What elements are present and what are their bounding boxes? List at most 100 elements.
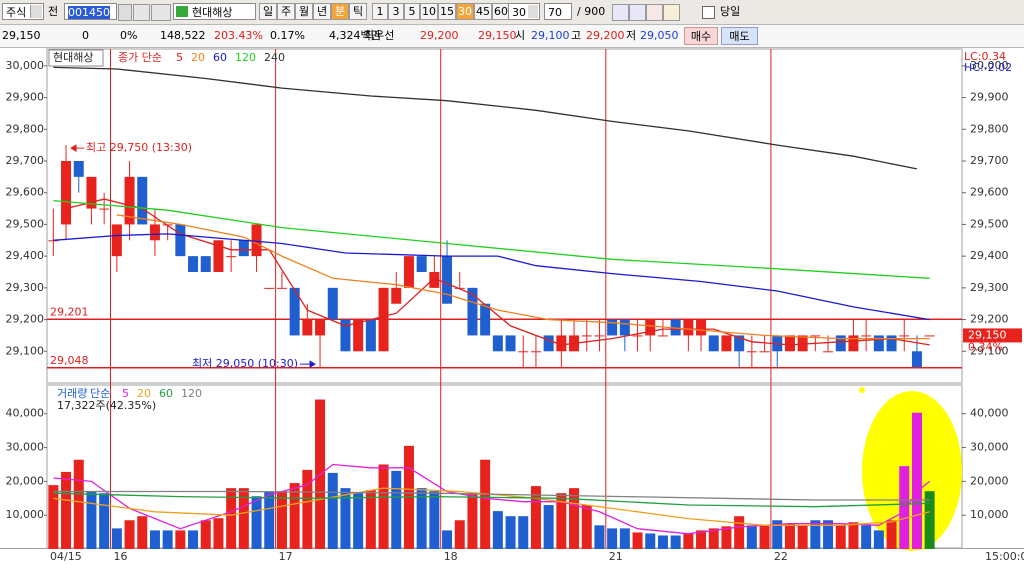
volume-bar bbox=[721, 526, 732, 549]
candle-body bbox=[848, 335, 859, 352]
y-tick-label: 29,700 bbox=[6, 154, 45, 167]
candle-body bbox=[607, 319, 618, 336]
candle-body bbox=[251, 224, 262, 257]
candle-body bbox=[480, 303, 491, 336]
dropdown-arrow bbox=[30, 5, 42, 18]
y-tick-label: 40,000 bbox=[6, 407, 45, 420]
y-tick-label: 29,400 bbox=[6, 249, 45, 262]
moving-average bbox=[53, 66, 918, 170]
candle-body bbox=[861, 335, 872, 337]
volume-bar bbox=[848, 522, 859, 549]
volume-bar bbox=[61, 471, 72, 549]
scope[interactable]: 전 bbox=[48, 5, 59, 18]
name-field: 현대해상 bbox=[173, 3, 256, 20]
volume-bar bbox=[289, 483, 300, 549]
period-button[interactable]: 년 bbox=[313, 3, 331, 20]
volume-bar bbox=[442, 530, 453, 549]
period-button[interactable]: 월 bbox=[295, 3, 313, 20]
reference-label: 29,201 bbox=[50, 305, 89, 318]
volume-bar bbox=[429, 491, 440, 549]
interval-button[interactable]: 3 bbox=[388, 3, 404, 20]
candle-body bbox=[810, 335, 821, 337]
interval-button[interactable]: 15 bbox=[438, 3, 456, 20]
legend-entry: 20 bbox=[137, 387, 151, 400]
volume-bar bbox=[594, 525, 605, 549]
interval-button[interactable]: 1 bbox=[372, 3, 388, 20]
y-tick-label: 29,400 bbox=[970, 249, 1009, 262]
moving-average bbox=[53, 492, 930, 508]
volume-bar bbox=[251, 496, 262, 549]
interval-button[interactable]: 45 bbox=[474, 3, 492, 20]
candle-body bbox=[149, 224, 160, 241]
candle-body bbox=[594, 335, 605, 337]
candle-body bbox=[378, 287, 389, 352]
market-select[interactable]: 주식 bbox=[2, 3, 44, 20]
volume-bar bbox=[505, 516, 516, 549]
y-tick-label: 29,900 bbox=[6, 91, 45, 104]
candle-body bbox=[238, 240, 249, 257]
change: 0 bbox=[82, 29, 89, 42]
candle-body bbox=[327, 287, 338, 320]
low-label: 저 bbox=[626, 29, 637, 42]
tool-icon[interactable] bbox=[612, 4, 629, 21]
candle-body bbox=[632, 335, 643, 337]
buy-button[interactable]: 매수 bbox=[684, 27, 718, 45]
candle-body bbox=[264, 287, 275, 289]
interval-select[interactable]: 30 bbox=[508, 3, 540, 20]
turnover: 0.17% bbox=[270, 29, 305, 42]
sell-button[interactable]: 매도 bbox=[721, 27, 758, 45]
volume-bar bbox=[48, 485, 59, 549]
volume-bar bbox=[645, 533, 656, 549]
y-tick-label: 29,300 bbox=[970, 281, 1009, 294]
y-tick-label: 29,600 bbox=[6, 186, 45, 199]
count-input[interactable]: 70 bbox=[544, 3, 572, 20]
interval-button[interactable]: 5 bbox=[404, 3, 420, 20]
tool-icon[interactable] bbox=[629, 4, 646, 21]
y-tick-label: 29,700 bbox=[970, 154, 1009, 167]
open: 29,100 bbox=[531, 29, 570, 42]
period-button[interactable]: 틱 bbox=[349, 3, 367, 20]
volume-bar bbox=[772, 520, 783, 549]
candle-body bbox=[886, 335, 897, 352]
period-button[interactable]: 주 bbox=[277, 3, 295, 20]
x-tick-label: 21 bbox=[609, 550, 623, 563]
today-checkbox[interactable] bbox=[702, 6, 715, 19]
y-tick-label: 30,000 bbox=[6, 441, 45, 454]
candle-body bbox=[276, 287, 287, 289]
price: 29,150 bbox=[2, 29, 41, 42]
best-bid: 29,150 bbox=[478, 29, 517, 42]
volume-bar bbox=[226, 488, 237, 549]
interval: 30 bbox=[512, 6, 526, 19]
code-input[interactable]: 001450 bbox=[64, 3, 117, 20]
volume-bar bbox=[264, 491, 275, 549]
quote-bar: 29,150 0 0% 148,522 203.43% 0.17% 4,324백… bbox=[0, 25, 1024, 48]
code-dropdown[interactable] bbox=[118, 4, 132, 21]
interval-button[interactable]: 30 bbox=[456, 3, 474, 20]
indicator-label: LC:0.34 bbox=[964, 50, 1006, 63]
volume-bar bbox=[213, 518, 224, 549]
period-button[interactable]: 일 bbox=[259, 3, 277, 20]
search-icon[interactable] bbox=[133, 4, 150, 21]
candle-body bbox=[518, 351, 529, 353]
volume-bar bbox=[238, 488, 249, 549]
interval-button[interactable]: 10 bbox=[420, 3, 438, 20]
legend-entry: 5 bbox=[122, 387, 129, 400]
volume-bar bbox=[873, 530, 884, 549]
volume-bar bbox=[175, 530, 186, 549]
period-button[interactable]: 분 bbox=[331, 3, 349, 20]
candle-body bbox=[899, 335, 910, 337]
price-tag bbox=[963, 328, 1022, 343]
volume-bar bbox=[327, 472, 338, 549]
candle-body bbox=[213, 240, 224, 272]
candle-body bbox=[556, 335, 567, 352]
candle-body bbox=[492, 335, 503, 352]
legend-entry: 120 bbox=[181, 387, 202, 400]
chart-title: 현대해상 bbox=[53, 50, 93, 64]
tool-icon[interactable] bbox=[646, 4, 663, 21]
volume-bar bbox=[924, 491, 935, 549]
candle-body bbox=[73, 161, 84, 177]
sound-icon[interactable] bbox=[151, 4, 171, 21]
candle-body bbox=[61, 161, 72, 225]
settings-icon[interactable] bbox=[663, 4, 680, 21]
